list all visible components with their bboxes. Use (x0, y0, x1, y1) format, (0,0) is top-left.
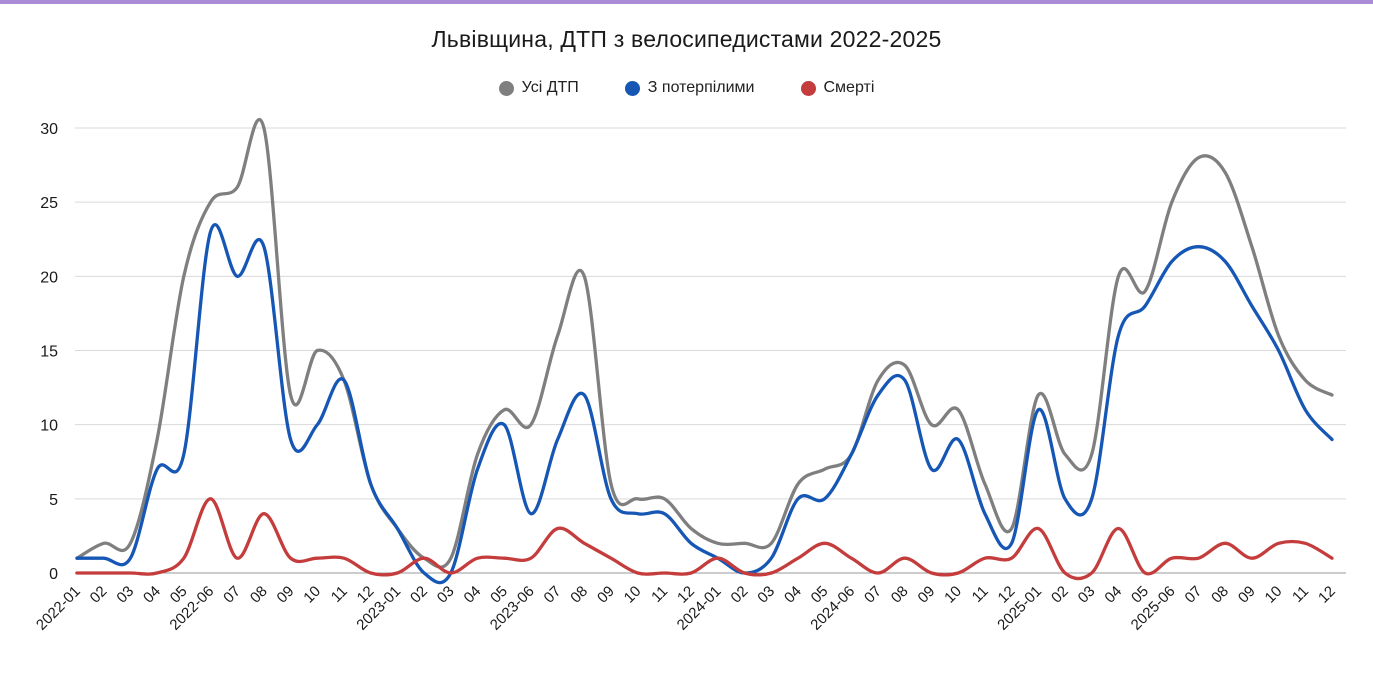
legend-label: З потерпілими (647, 79, 755, 96)
x-axis-label: 09 (594, 583, 618, 607)
x-axis-label: 09 (1235, 583, 1259, 607)
x-axis-label: 07 (1182, 583, 1206, 607)
x-axis-label: 11 (328, 583, 351, 606)
x-axis-label: 07 (220, 583, 244, 607)
y-axis-label: 20 (40, 269, 58, 286)
x-axis-label: 02 (87, 583, 111, 607)
y-axis-label: 30 (40, 121, 58, 138)
x-axis-label: 04 (461, 583, 485, 607)
x-axis-label: 02 (728, 583, 752, 607)
legend-label: Смерті (823, 79, 875, 96)
x-axis-label: 09 (915, 583, 939, 607)
x-axis-label: 03 (1075, 583, 1099, 607)
y-axis-label: 15 (40, 344, 58, 361)
x-axis-label: 10 (941, 583, 965, 607)
y-axis-label: 0 (49, 566, 58, 583)
x-axis-label: 08 (247, 583, 271, 607)
y-axis-label: 5 (49, 492, 58, 509)
series-line-deaths (75, 497, 1334, 581)
x-axis-label: 07 (541, 583, 565, 607)
x-axis-label: 03 (434, 583, 458, 607)
x-axis-label: 12 (1315, 583, 1339, 607)
series-line-all-accidents (75, 117, 1334, 569)
chart-title: Львівщина, ДТП з велосипедистами 2022-20… (431, 26, 942, 52)
x-axis-label: 10 (300, 583, 324, 607)
y-axis-label: 25 (40, 195, 58, 212)
x-axis-label: 11 (648, 583, 671, 606)
x-axis-label: 10 (621, 583, 645, 607)
x-axis-label: 11 (969, 583, 992, 606)
x-axis-label: 08 (567, 583, 591, 607)
x-axis-label: 03 (754, 583, 778, 607)
chart-legend: Усі ДТП З потерпілими Смерті (0, 79, 1373, 97)
series-line-with-victims (75, 223, 1334, 585)
legend-item-with-victims: З потерпілими (624, 79, 755, 97)
x-axis-label: 11 (1289, 583, 1312, 606)
x-axis-label: 02 (407, 583, 431, 607)
legend-item-deaths: Смерті (800, 79, 875, 97)
accent-bar (0, 0, 1373, 4)
x-axis-label: 03 (113, 583, 137, 607)
legend-label: Усі ДТП (521, 79, 579, 96)
legend-dot-all-accidents-icon (498, 80, 514, 96)
x-axis-label: 2022-01 (33, 583, 84, 634)
legend-dot-deaths-icon (800, 80, 816, 96)
legend-dot-with-victims-icon (624, 80, 640, 96)
x-axis-label: 09 (274, 583, 298, 607)
x-axis-label: 04 (1101, 583, 1125, 607)
x-axis-label: 08 (888, 583, 912, 607)
x-axis-label: 04 (140, 583, 164, 607)
x-axis-label: 04 (781, 583, 805, 607)
x-axis-label: 02 (1048, 583, 1072, 607)
x-axis-label: 10 (1262, 583, 1286, 607)
x-axis-label: 07 (861, 583, 885, 607)
x-axis-label: 08 (1208, 583, 1232, 607)
y-axis-label: 10 (40, 418, 58, 435)
legend-item-all-accidents: Усі ДТП (498, 79, 579, 97)
